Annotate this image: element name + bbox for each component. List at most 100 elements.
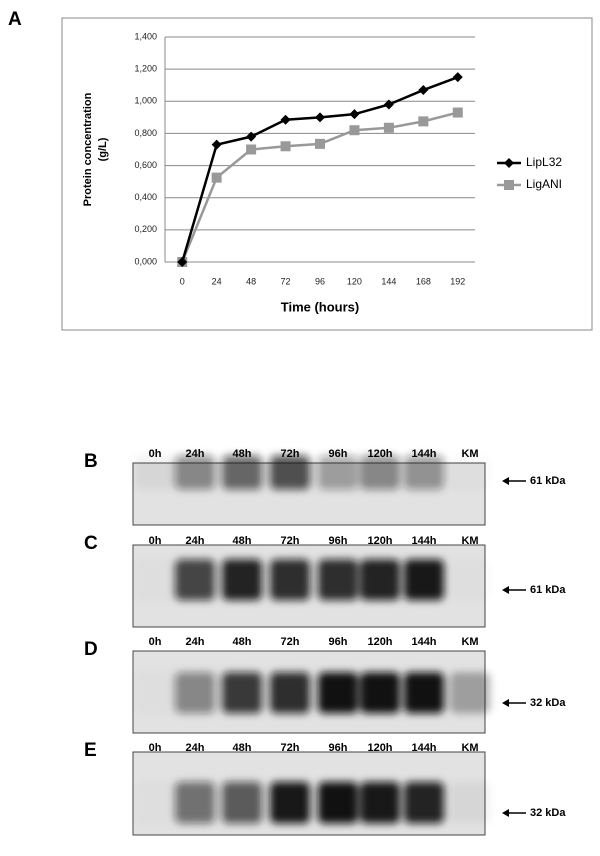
lane-label: 120h [367, 742, 392, 754]
data-point [280, 114, 291, 125]
band [404, 672, 444, 714]
legend-marker [504, 180, 514, 190]
data-point [452, 72, 463, 83]
lane-label: 24h [186, 448, 205, 460]
band [270, 559, 310, 601]
marker-arrowhead [502, 586, 509, 594]
lane-label: 120h [367, 448, 392, 460]
band [135, 455, 175, 490]
y-tick-label: 0,200 [134, 224, 157, 234]
lane-label: 48h [233, 636, 252, 648]
lane-label: 96h [329, 535, 348, 547]
band [360, 781, 400, 824]
x-axis-title: Time (hours) [281, 299, 360, 314]
marker-arrowhead [502, 699, 509, 707]
blot-bands [135, 455, 490, 490]
y-tick-label: 1,000 [134, 96, 157, 106]
lane-label: 0h [149, 448, 162, 460]
x-tick-label: 144 [381, 276, 396, 286]
data-point [211, 172, 222, 183]
y-tick-label: 0,000 [134, 256, 157, 266]
band [404, 559, 444, 601]
band [270, 455, 310, 490]
band [450, 781, 490, 824]
band [222, 455, 262, 490]
lane-label: 0h [149, 535, 162, 547]
x-tick-label: 0 [180, 276, 185, 286]
marker-label: 32 kDa [530, 807, 566, 819]
band [450, 672, 490, 714]
lane-label: 24h [186, 742, 205, 754]
data-point [211, 139, 222, 150]
lane-label: 144h [411, 448, 436, 460]
blot-bands [135, 672, 490, 714]
lane-label: KM [461, 636, 478, 648]
lane-label: 48h [233, 448, 252, 460]
lane-label: 0h [149, 636, 162, 648]
lane-label: 120h [367, 535, 392, 547]
band [404, 781, 444, 824]
band [360, 455, 400, 490]
blot-bands [135, 781, 490, 824]
band [270, 672, 310, 714]
data-point [315, 138, 325, 149]
series-line [181, 76, 459, 263]
data-point [349, 109, 360, 120]
y-axis-title: Protein concentration [82, 92, 94, 206]
x-tick-label: 48 [246, 276, 256, 286]
band [175, 455, 215, 490]
lane-label: 72h [281, 742, 300, 754]
lane-label: 48h [233, 535, 252, 547]
band [270, 781, 310, 824]
band [318, 455, 358, 490]
y-tick-label: 1,400 [134, 31, 157, 41]
lane-label: 72h [281, 636, 300, 648]
lane-label: 144h [411, 742, 436, 754]
data-point [177, 257, 188, 267]
x-tick-label: 168 [416, 276, 431, 286]
marker-label: 32 kDa [530, 697, 566, 709]
lane-label: 24h [186, 535, 205, 547]
data-point [452, 107, 463, 118]
chart-frame [61, 17, 593, 331]
x-tick-label: 24 [212, 276, 222, 286]
panel-label: A [8, 9, 22, 30]
band [135, 782, 175, 824]
lane-label: 72h [281, 448, 300, 460]
band [222, 781, 262, 824]
lane-label: KM [461, 535, 478, 547]
x-tick-label: 96 [315, 276, 325, 286]
y-tick-label: 0,400 [134, 192, 157, 202]
x-tick-label: 192 [450, 276, 465, 286]
lane-label: 24h [186, 636, 205, 648]
lane-label: KM [461, 448, 478, 460]
marker-label: 61 kDa [530, 584, 566, 596]
band [404, 455, 444, 490]
band [450, 455, 490, 489]
lane-label: 96h [329, 742, 348, 754]
lane-label: 120h [367, 636, 392, 648]
data-point [383, 99, 394, 110]
band [175, 672, 215, 714]
panel-label: C [84, 533, 98, 554]
panel-label: D [84, 639, 98, 660]
data-point [418, 116, 429, 127]
data-point [383, 122, 394, 133]
band [450, 559, 490, 600]
band [360, 672, 400, 714]
band [318, 672, 358, 714]
band [135, 672, 175, 713]
lane-label: 0h [149, 742, 162, 754]
band [318, 781, 358, 824]
legend-marker [504, 158, 514, 168]
series-line [181, 111, 459, 263]
band [222, 559, 262, 601]
data-point [246, 131, 257, 142]
band [360, 559, 400, 601]
y-tick-label: 0,600 [134, 160, 157, 170]
data-point [315, 112, 325, 123]
lane-label: 96h [329, 636, 348, 648]
lane-label: KM [461, 742, 478, 754]
marker-label: 61 kDa [530, 475, 566, 487]
